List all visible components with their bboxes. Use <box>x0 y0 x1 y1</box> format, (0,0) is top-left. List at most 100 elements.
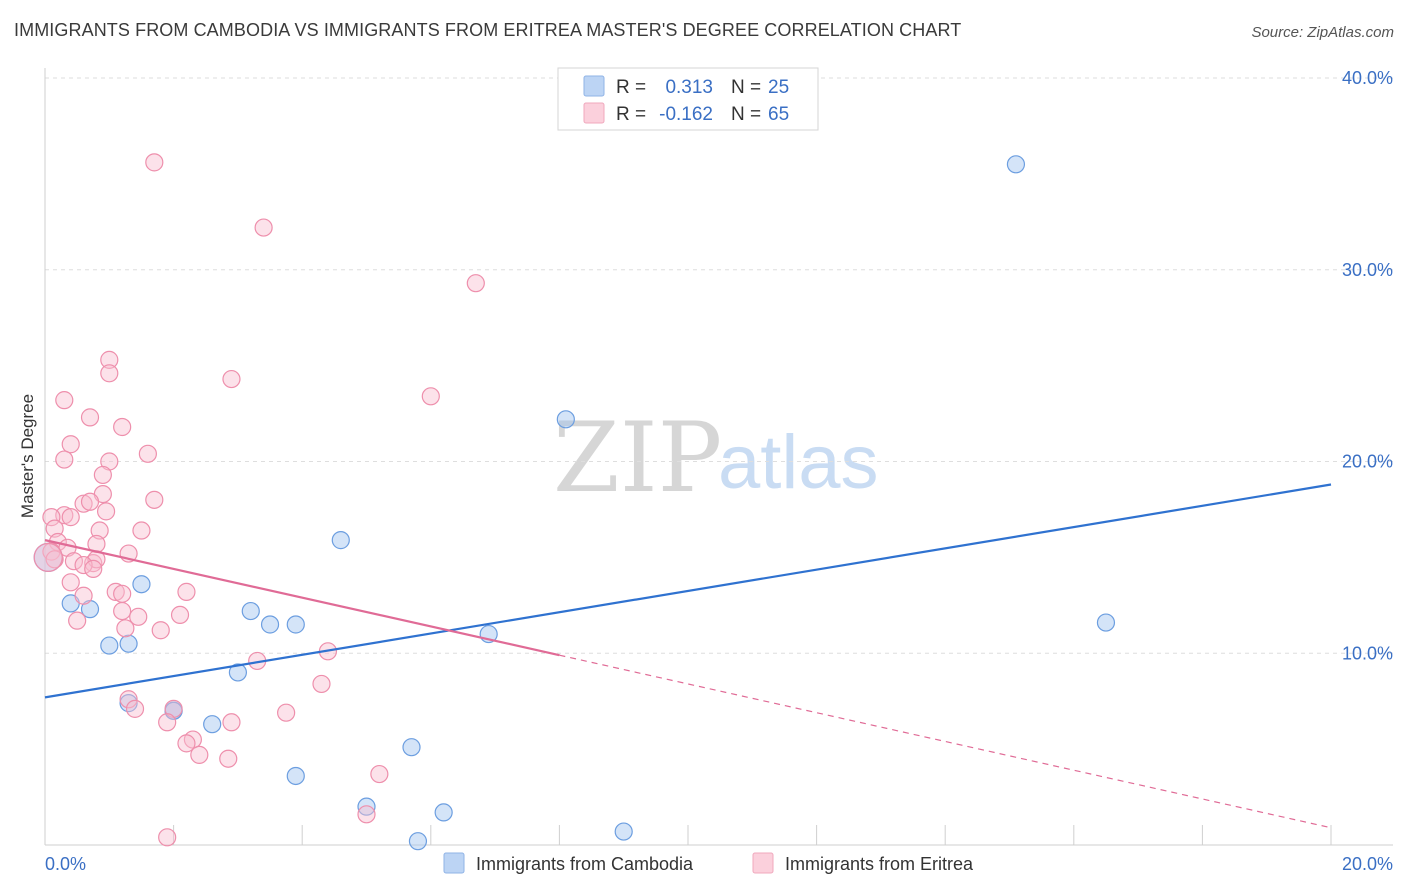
eritrea-point-54 <box>277 703 296 722</box>
eritrea-point-40 <box>113 584 132 603</box>
eritrea-point-7 <box>55 391 74 410</box>
legend-r-label-2: R = <box>616 104 646 125</box>
axes <box>44 68 1393 846</box>
bottom-legend-swatch-cambodia <box>443 852 465 874</box>
legend-swatch-eritrea <box>583 102 605 124</box>
eritrea-point-35 <box>74 555 93 575</box>
legend-r-label-1: R = <box>616 77 646 98</box>
eritrea-point-4 <box>100 364 119 383</box>
eritrea-point-43 <box>170 605 190 625</box>
eritrea-point-37 <box>61 573 80 592</box>
eritrea-point-39 <box>177 582 196 601</box>
cambodia-point-17 <box>408 832 428 851</box>
legend-n-value-2: 65 <box>768 104 789 125</box>
eritrea-point-55 <box>222 713 241 732</box>
eritrea-point-60 <box>219 749 238 768</box>
eritrea-point-12 <box>55 450 74 469</box>
cambodia-point-18 <box>434 803 453 822</box>
eritrea-point-19 <box>96 502 116 521</box>
trend-lines <box>44 483 1332 829</box>
eritrea-point-32 <box>64 552 84 571</box>
eritrea-point-42 <box>113 601 132 621</box>
eritrea-point-14 <box>93 465 112 485</box>
bottom-legend: Immigrants from Cambodia Immigrants from… <box>443 852 974 874</box>
eritrea-point-5 <box>222 369 241 389</box>
eritrea-point-25 <box>132 521 151 540</box>
eritrea-point-2 <box>466 274 485 293</box>
eritrea-point-62 <box>357 805 376 824</box>
cambodia-point-16 <box>402 738 421 757</box>
cambodia-trend-line <box>44 483 1332 699</box>
eritrea-point-3 <box>100 350 119 369</box>
eritrea-point-52 <box>125 699 145 718</box>
legend-n-label-1: N = <box>731 77 761 98</box>
cambodia-point-21 <box>614 822 633 841</box>
cambodia-point-13 <box>286 766 305 786</box>
y-tick-label-1: 20.0% <box>1342 452 1393 472</box>
eritrea-point-22 <box>61 508 80 527</box>
series-cambodia-points <box>33 155 1116 851</box>
eritrea-point-24 <box>90 521 109 540</box>
eritrea-point-56 <box>158 713 177 732</box>
legend-n-label-2: N = <box>731 104 761 125</box>
eritrea-point-38 <box>106 582 125 601</box>
eritrea-point-17 <box>74 494 93 513</box>
eritrea-point-44 <box>129 607 148 626</box>
cambodia-point-10 <box>241 601 260 621</box>
x-tick-label-0: 0.0% <box>45 854 86 874</box>
eritrea-point-18 <box>80 492 100 511</box>
cambodia-point-12 <box>286 615 305 634</box>
source-credit: Source: ZipAtlas.com <box>1251 24 1394 41</box>
cambodia-point-8 <box>203 715 222 734</box>
bottom-legend-label-cambodia: Immigrants from Cambodia <box>476 854 694 874</box>
eritrea-point-6 <box>421 387 440 406</box>
cambodia-point-23 <box>1096 613 1116 632</box>
chart-title: IMMIGRANTS FROM CAMBODIA VS IMMIGRANTS F… <box>14 20 962 40</box>
cambodia-point-14 <box>331 531 350 550</box>
cambodia-point-9 <box>228 663 247 682</box>
series-eritrea-points <box>33 153 485 847</box>
y-tick-label-0: 10.0% <box>1342 643 1393 663</box>
watermark-zip: ZIP <box>553 402 722 514</box>
eritrea-point-21 <box>42 508 61 527</box>
eritrea-point-59 <box>190 745 209 764</box>
cambodia-point-3 <box>100 636 119 655</box>
eritrea-point-11 <box>138 444 157 463</box>
tick-labels: 10.0% 20.0% 30.0% 40.0% 0.0% 20.0% <box>45 68 1393 874</box>
cambodia-point-20 <box>556 410 575 429</box>
eritrea-point-64 <box>33 542 63 572</box>
y-axis-label: Master's Degree <box>18 394 37 518</box>
legend-n-value-1: 25 <box>768 77 789 98</box>
eritrea-point-9 <box>113 417 132 437</box>
eritrea-point-50 <box>312 674 331 694</box>
eritrea-point-41 <box>74 586 93 605</box>
y-tick-label-2: 30.0% <box>1342 260 1393 280</box>
eritrea-point-58 <box>177 734 196 753</box>
eritrea-point-16 <box>145 490 164 509</box>
eritrea-point-46 <box>116 619 135 638</box>
eritrea-point-0 <box>145 153 164 172</box>
bottom-legend-swatch-eritrea <box>752 852 774 874</box>
eritrea-point-51 <box>119 690 138 709</box>
x-tick-label-1: 20.0% <box>1342 854 1393 874</box>
cambodia-point-15 <box>357 797 376 816</box>
legend-r-value-2: -0.162 <box>659 104 713 125</box>
eritrea-point-47 <box>151 621 170 640</box>
eritrea-point-1 <box>254 218 273 237</box>
eritrea-point-8 <box>80 408 100 427</box>
grid-lines <box>45 77 1393 654</box>
cambodia-point-5 <box>132 575 151 594</box>
cambodia-point-11 <box>260 615 280 634</box>
eritrea-point-10 <box>61 435 80 454</box>
eritrea-trend-line <box>44 539 560 657</box>
legend-box: R = 0.313 N = 25 R = -0.162 N = 65 <box>557 67 819 131</box>
y-tick-label-3: 40.0% <box>1342 68 1393 88</box>
bottom-legend-label-eritrea: Immigrants from Eritrea <box>785 854 974 874</box>
eritrea-trend-line-extension <box>559 654 1332 829</box>
watermark-atlas: atlas <box>718 420 879 505</box>
legend-swatch-cambodia <box>583 75 605 97</box>
legend-r-value-1: 0.313 <box>665 77 713 98</box>
eritrea-point-61 <box>370 764 389 784</box>
eritrea-point-31 <box>45 550 64 569</box>
